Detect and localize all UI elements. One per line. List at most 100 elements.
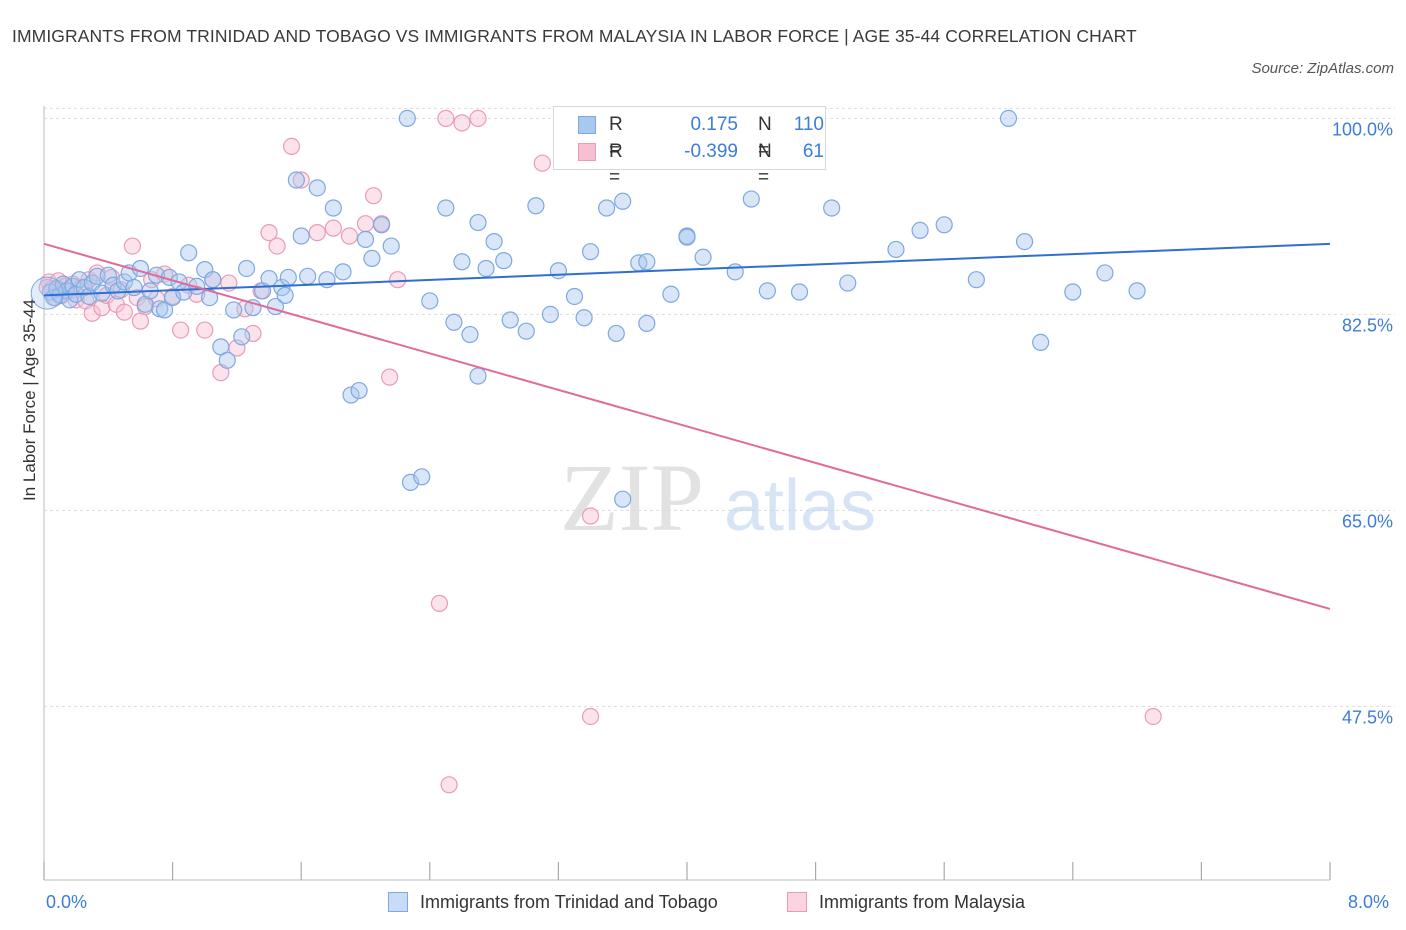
point-trinidad (75, 278, 93, 297)
point-trinidad (911, 221, 929, 239)
point-malaysia (83, 304, 101, 322)
point-malaysia (282, 137, 301, 155)
legend-r-label: R = (609, 141, 623, 188)
point-trinidad (1032, 333, 1050, 351)
legend-n-label: N = (758, 114, 772, 161)
point-trinidad (356, 230, 375, 248)
point-trinidad (1128, 282, 1146, 300)
legend-r-value-trinidad: 0.175 (690, 114, 738, 135)
point-trinidad (276, 286, 294, 304)
point-trinidad (342, 386, 360, 404)
point-trinidad (30, 276, 64, 310)
bottom-legend-label-trinidad: Immigrants from Trinidad and Tobago (420, 892, 718, 912)
point-trinidad (1064, 283, 1082, 301)
point-trinidad (517, 322, 535, 340)
point-trinidad (237, 259, 256, 278)
y-axis-label: In Labor Force | Age 35-44 (20, 299, 39, 501)
point-trinidad (324, 199, 342, 217)
bottom-legend-swatch-malaysia (787, 892, 807, 912)
point-trinidad (279, 268, 297, 287)
point-malaysia (172, 321, 190, 339)
point-trinidad (461, 325, 479, 344)
point-trinidad (180, 244, 198, 262)
point-trinidad (607, 324, 625, 343)
point-trinidad (372, 216, 391, 234)
point-trinidad (485, 233, 503, 251)
trend-line-trinidad (43, 242, 1331, 297)
point-trinidad (318, 271, 336, 289)
point-trinidad (218, 351, 236, 369)
point-trinidad (469, 213, 487, 232)
point-malaysia (123, 237, 142, 255)
point-malaysia (440, 776, 458, 794)
point-trinidad (334, 263, 352, 281)
point-malaysia (340, 227, 359, 245)
point-trinidad (204, 271, 222, 289)
point-trinidad (742, 190, 760, 208)
point-trinidad (99, 266, 117, 284)
y-tick-label: 65.0% (1342, 511, 1393, 531)
point-trinidad (287, 171, 305, 189)
point-trinidad (125, 278, 143, 297)
point-malaysia (364, 187, 383, 205)
point-trinidad (413, 468, 431, 486)
point-malaysia (196, 321, 214, 339)
point-malaysia (308, 224, 326, 242)
point-trinidad (678, 228, 696, 246)
point-trinidad (839, 274, 857, 292)
source-label: Source: ZipAtlas.com (1251, 60, 1394, 77)
point-malaysia (381, 368, 399, 386)
point-trinidad (935, 216, 953, 234)
point-trinidad (581, 243, 600, 261)
point-malaysia (389, 271, 407, 289)
x-tick-label-min: 0.0% (46, 892, 88, 912)
point-trinidad (299, 267, 317, 285)
point-trinidad (565, 287, 584, 306)
point-trinidad (437, 199, 455, 217)
point-trinidad (501, 311, 519, 329)
bottom-legend-label-malaysia: Immigrants from Malaysia (819, 892, 1026, 912)
point-trinidad (541, 305, 559, 323)
point-trinidad (363, 249, 381, 267)
point-trinidad (398, 109, 416, 128)
point-trinidad (382, 237, 400, 255)
point-malaysia (324, 219, 342, 237)
point-trinidad (1096, 264, 1114, 282)
point-trinidad (726, 263, 744, 281)
point-malaysia (1144, 707, 1162, 726)
trend-line-malaysia (43, 242, 1331, 610)
point-trinidad (477, 259, 495, 278)
y-tick-label: 82.5% (1342, 315, 1393, 335)
legend-r-value-malaysia: -0.399 (684, 141, 738, 162)
legend-n-value-malaysia: 61 (802, 141, 824, 162)
point-trinidad (292, 227, 310, 245)
point-trinidad (823, 199, 841, 217)
point-malaysia (581, 707, 600, 726)
point-trinidad (350, 381, 368, 400)
series-malaysia-points (38, 109, 1162, 794)
point-trinidad (421, 292, 439, 310)
point-malaysia (115, 303, 133, 321)
point-trinidad (790, 283, 809, 301)
point-malaysia (356, 215, 375, 233)
point-trinidad (887, 240, 905, 259)
point-malaysia (581, 507, 600, 525)
point-malaysia (131, 312, 150, 330)
point-trinidad (131, 259, 150, 278)
y-tick-labels: 47.5% 65.0% 82.5% 100.0% (1332, 119, 1393, 727)
point-trinidad (662, 285, 680, 303)
point-malaysia (244, 324, 262, 343)
y-tick-label: 100.0% (1332, 119, 1393, 139)
point-malaysia (533, 154, 551, 172)
point-malaysia (437, 109, 455, 128)
point-malaysia (453, 114, 471, 132)
series-trinidad-points (30, 109, 1146, 508)
legend-n-label: N = (758, 141, 772, 188)
point-trinidad (575, 309, 593, 327)
point-trinidad (638, 253, 656, 271)
watermark-atlas: atlas (724, 466, 876, 546)
point-malaysia (430, 594, 449, 612)
point-trinidad (598, 199, 616, 217)
x-tick-label-max: 8.0% (1348, 892, 1390, 912)
